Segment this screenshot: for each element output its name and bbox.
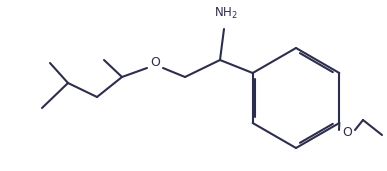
- Text: O: O: [150, 56, 160, 69]
- Text: O: O: [342, 127, 352, 140]
- Text: NH$_2$: NH$_2$: [214, 5, 238, 21]
